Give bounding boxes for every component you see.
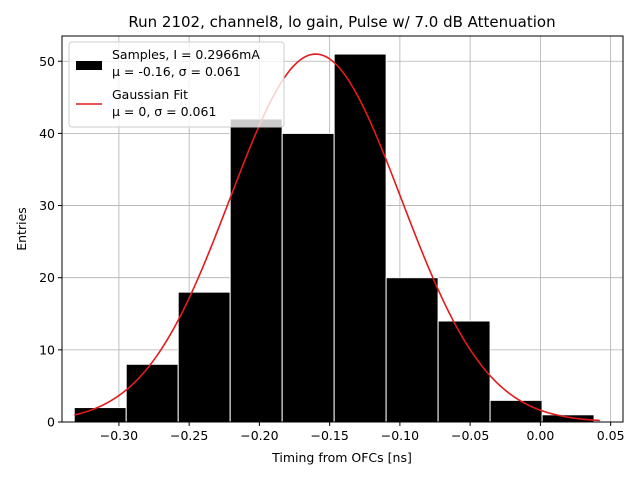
x-tick-label: −0.20 — [240, 428, 278, 443]
legend-fit-stats: μ = 0, σ = 0.061 — [112, 104, 216, 119]
gaussian-fit-line — [74, 53, 600, 422]
legend-samples-stats: μ = -0.16, σ = 0.061 — [112, 64, 241, 79]
chart-title: Run 2102, channel8, lo gain, Pulse w/ 7.… — [128, 13, 555, 31]
gaussian-fit — [74, 53, 600, 422]
x-axis-ticks: −0.30 −0.25 −0.20 −0.15 −0.10 −0.05 0.00 0.05 — [100, 422, 625, 443]
axes-frame — [61, 35, 624, 423]
y-tick-label: 0 — [47, 415, 55, 430]
legend-samples-swatch — [76, 61, 102, 70]
y-tick-label: 20 — [39, 270, 55, 285]
legend-box — [68, 41, 285, 128]
histogram-bar — [229, 118, 283, 423]
legend-samples-label: Samples, I = 0.2966mA — [112, 47, 260, 62]
x-tick-label: −0.05 — [451, 428, 489, 443]
histogram-bar — [281, 132, 335, 423]
y-tick-label: 50 — [39, 54, 55, 69]
histogram-bar — [385, 277, 439, 423]
y-axis-label: Entries — [14, 207, 29, 251]
histogram-bar — [489, 399, 543, 423]
y-tick-label: 30 — [39, 198, 55, 213]
x-axis-label: Timing from OFCs [ns] — [271, 450, 412, 465]
histogram-bar — [333, 53, 387, 423]
x-tick-label: 0.05 — [597, 428, 625, 443]
histogram-bar — [437, 320, 491, 423]
legend: Samples, I = 0.2966mA μ = -0.16, σ = 0.0… — [68, 41, 285, 128]
x-tick-label: 0.00 — [526, 428, 554, 443]
histogram-bar — [125, 363, 179, 423]
y-tick-label: 10 — [39, 342, 55, 357]
x-tick-label: −0.10 — [381, 428, 419, 443]
y-axis-ticks: 0 10 20 30 40 50 — [39, 54, 62, 430]
y-tick-label: 40 — [39, 126, 55, 141]
x-tick-label: −0.30 — [100, 428, 138, 443]
histogram-bar — [541, 414, 595, 423]
histogram-bars — [73, 53, 595, 423]
x-tick-label: −0.25 — [170, 428, 208, 443]
histogram-bar — [177, 291, 231, 423]
histogram-bar — [73, 407, 127, 423]
legend-fit-label: Gaussian Fit — [112, 87, 188, 102]
x-tick-label: −0.15 — [310, 428, 348, 443]
